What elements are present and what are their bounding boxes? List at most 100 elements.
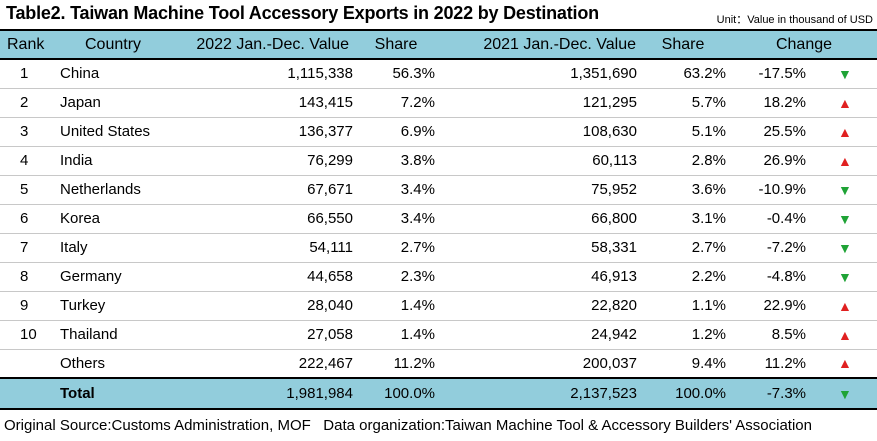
header-row: Rank Country 2022 Jan.-Dec. Value Share … [0,29,877,60]
cell-rank: 10 [0,320,57,350]
cell-country: Italy [57,233,184,263]
cell-change: -0.4% [728,204,810,234]
cell-country: Others [57,349,184,379]
cell-rank: 4 [0,146,57,176]
header-share-2021[interactable]: Share [638,29,728,60]
cell-share-2021: 3.1% [638,204,728,234]
cell-country: Total [57,378,184,410]
table-row: 4 India 76,299 3.8% 60,113 2.8% 26.9% ▲ [0,146,877,176]
table-row: 6 Korea 66,550 3.4% 66,800 3.1% -0.4% ▼ [0,204,877,234]
total-row: Total 1,981,984 100.0% 2,137,523 100.0% -7.3%… [0,378,877,410]
trend-up-icon: ▲ [810,88,877,118]
cell-rank: 1 [0,59,57,89]
cell-rank: 8 [0,262,57,292]
cell-country: Turkey [57,291,184,321]
cell-share-2022: 11.2% [354,349,438,379]
cell-rank: 5 [0,175,57,205]
cell-value-2021: 2,137,523 [438,378,638,410]
cell-share-2021: 100.0% [638,378,728,410]
cell-value-2021: 66,800 [438,204,638,234]
cell-share-2021: 5.1% [638,117,728,147]
exports-table: Rank Country 2022 Jan.-Dec. Value Share … [0,29,877,410]
cell-share-2022: 56.3% [354,59,438,89]
cell-country: United States [57,117,184,147]
trend-down-icon: ▼ [810,233,877,263]
table-row: 10 Thailand 27,058 1.4% 24,942 1.2% 8.5% ▲ [0,320,877,350]
table-row: 3 United States 136,377 6.9% 108,630 5.1% 25.5… [0,117,877,147]
header-value-2022[interactable]: 2022 Jan.-Dec. Value [184,29,354,60]
header-share-2022[interactable]: Share [354,29,438,60]
cell-rank: 7 [0,233,57,263]
cell-value-2022: 66,550 [184,204,354,234]
table-row: 7 Italy 54,111 2.7% 58,331 2.7% -7.2% ▼ [0,233,877,263]
cell-value-2021: 24,942 [438,320,638,350]
cell-share-2022: 100.0% [354,378,438,410]
trend-up-icon: ▲ [810,320,877,350]
cell-rank: 3 [0,117,57,147]
table-row: 5 Netherlands 67,671 3.4% 75,952 3.6% -10.9% ▼ [0,175,877,205]
cell-change: 11.2% [728,349,810,379]
cell-value-2022: 136,377 [184,117,354,147]
cell-share-2022: 1.4% [354,320,438,350]
cell-change: 22.9% [728,291,810,321]
cell-share-2021: 3.6% [638,175,728,205]
cell-value-2021: 46,913 [438,262,638,292]
trend-down-icon: ▼ [810,59,877,89]
cell-value-2021: 75,952 [438,175,638,205]
cell-rank: 9 [0,291,57,321]
cell-share-2022: 7.2% [354,88,438,118]
trend-down-icon: ▼ [810,378,877,410]
cell-rank [0,378,57,410]
cell-value-2021: 58,331 [438,233,638,263]
table-title: Table2. Taiwan Machine Tool Accessory Ex… [6,3,599,23]
cell-value-2021: 60,113 [438,146,638,176]
table-row: 1 China 1,115,338 56.3% 1,351,690 63.2% -17.5%… [0,59,877,89]
cell-change: 26.9% [728,146,810,176]
cell-value-2022: 76,299 [184,146,354,176]
header-country[interactable]: Country [57,29,184,60]
cell-rank: 2 [0,88,57,118]
cell-country: Thailand [57,320,184,350]
cell-value-2022: 143,415 [184,88,354,118]
cell-share-2022: 2.7% [354,233,438,263]
cell-share-2022: 3.8% [354,146,438,176]
header-value-2021[interactable]: 2021 Jan.-Dec. Value [438,29,638,60]
cell-value-2021: 121,295 [438,88,638,118]
table-row: 8 Germany 44,658 2.3% 46,913 2.2% -4.8% ▼ [0,262,877,292]
trend-up-icon: ▲ [810,349,877,379]
header-rank[interactable]: Rank [0,29,57,60]
cell-share-2022: 6.9% [354,117,438,147]
cell-rank: 6 [0,204,57,234]
trend-up-icon: ▲ [810,291,877,321]
cell-change: -10.9% [728,175,810,205]
cell-value-2022: 44,658 [184,262,354,292]
cell-value-2022: 222,467 [184,349,354,379]
cell-value-2021: 22,820 [438,291,638,321]
cell-share-2022: 3.4% [354,204,438,234]
cell-value-2021: 200,037 [438,349,638,379]
cell-value-2022: 1,115,338 [184,59,354,89]
cell-change: -4.8% [728,262,810,292]
cell-share-2022: 1.4% [354,291,438,321]
cell-share-2021: 2.2% [638,262,728,292]
table-row: 9 Turkey 28,040 1.4% 22,820 1.1% 22.9% ▲ [0,291,877,321]
cell-value-2022: 54,111 [184,233,354,263]
cell-change: -17.5% [728,59,810,89]
cell-change: 8.5% [728,320,810,350]
cell-value-2021: 1,351,690 [438,59,638,89]
cell-share-2021: 2.8% [638,146,728,176]
cell-share-2022: 3.4% [354,175,438,205]
table-row: 2 Japan 143,415 7.2% 121,295 5.7% 18.2% ▲ [0,88,877,118]
source-note: Original Source:Customs Administration, … [4,417,311,434]
cell-value-2022: 27,058 [184,320,354,350]
cell-value-2022: 67,671 [184,175,354,205]
trend-down-icon: ▼ [810,262,877,292]
cell-rank [0,349,57,379]
trend-up-icon: ▲ [810,117,877,147]
cell-share-2021: 1.1% [638,291,728,321]
cell-country: China [57,59,184,89]
cell-share-2021: 9.4% [638,349,728,379]
unit-note: Unit：Value in thousand of USD [716,14,873,26]
header-change[interactable]: Change [728,29,877,60]
cell-share-2021: 5.7% [638,88,728,118]
